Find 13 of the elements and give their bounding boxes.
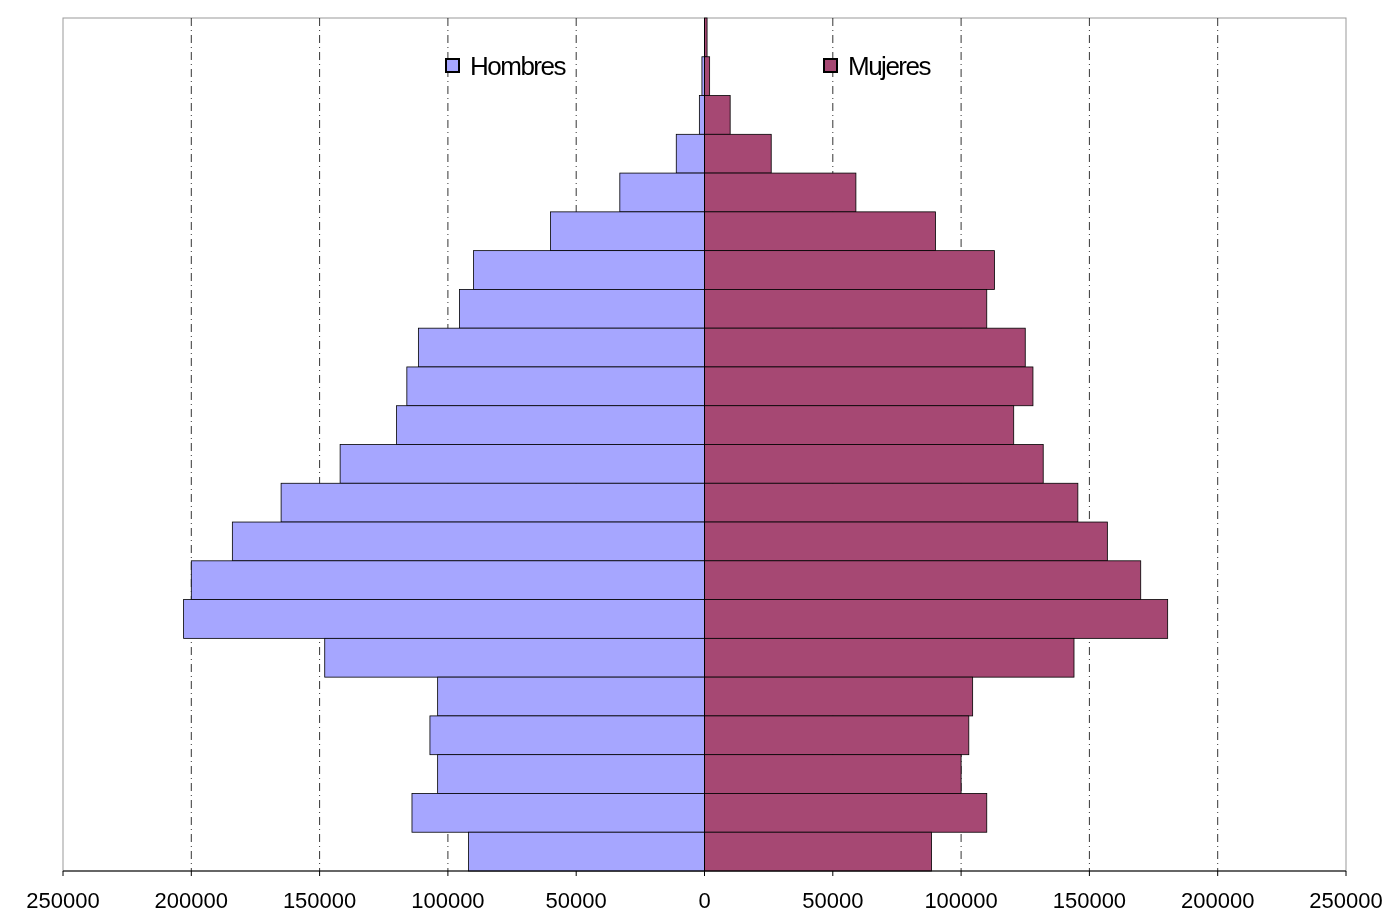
x-tick-label: 50000	[545, 888, 607, 913]
x-tick-label: 250000	[1309, 888, 1383, 913]
x-tick-label: 150000	[282, 888, 357, 913]
x-tick-label: 0	[698, 888, 711, 913]
x-tick-label: 50000	[802, 888, 864, 913]
x-tick-label: 100000	[924, 888, 998, 913]
x-tick-label: 200000	[1180, 888, 1255, 913]
x-tick-label: 150000	[1052, 888, 1127, 913]
legend-label: Hombres	[470, 51, 567, 81]
x-tick-label: 250000	[26, 888, 100, 913]
x-tick-label: 100000	[411, 888, 485, 913]
legend-label: Mujeres	[848, 51, 932, 81]
x-tick-label: 200000	[154, 888, 229, 913]
